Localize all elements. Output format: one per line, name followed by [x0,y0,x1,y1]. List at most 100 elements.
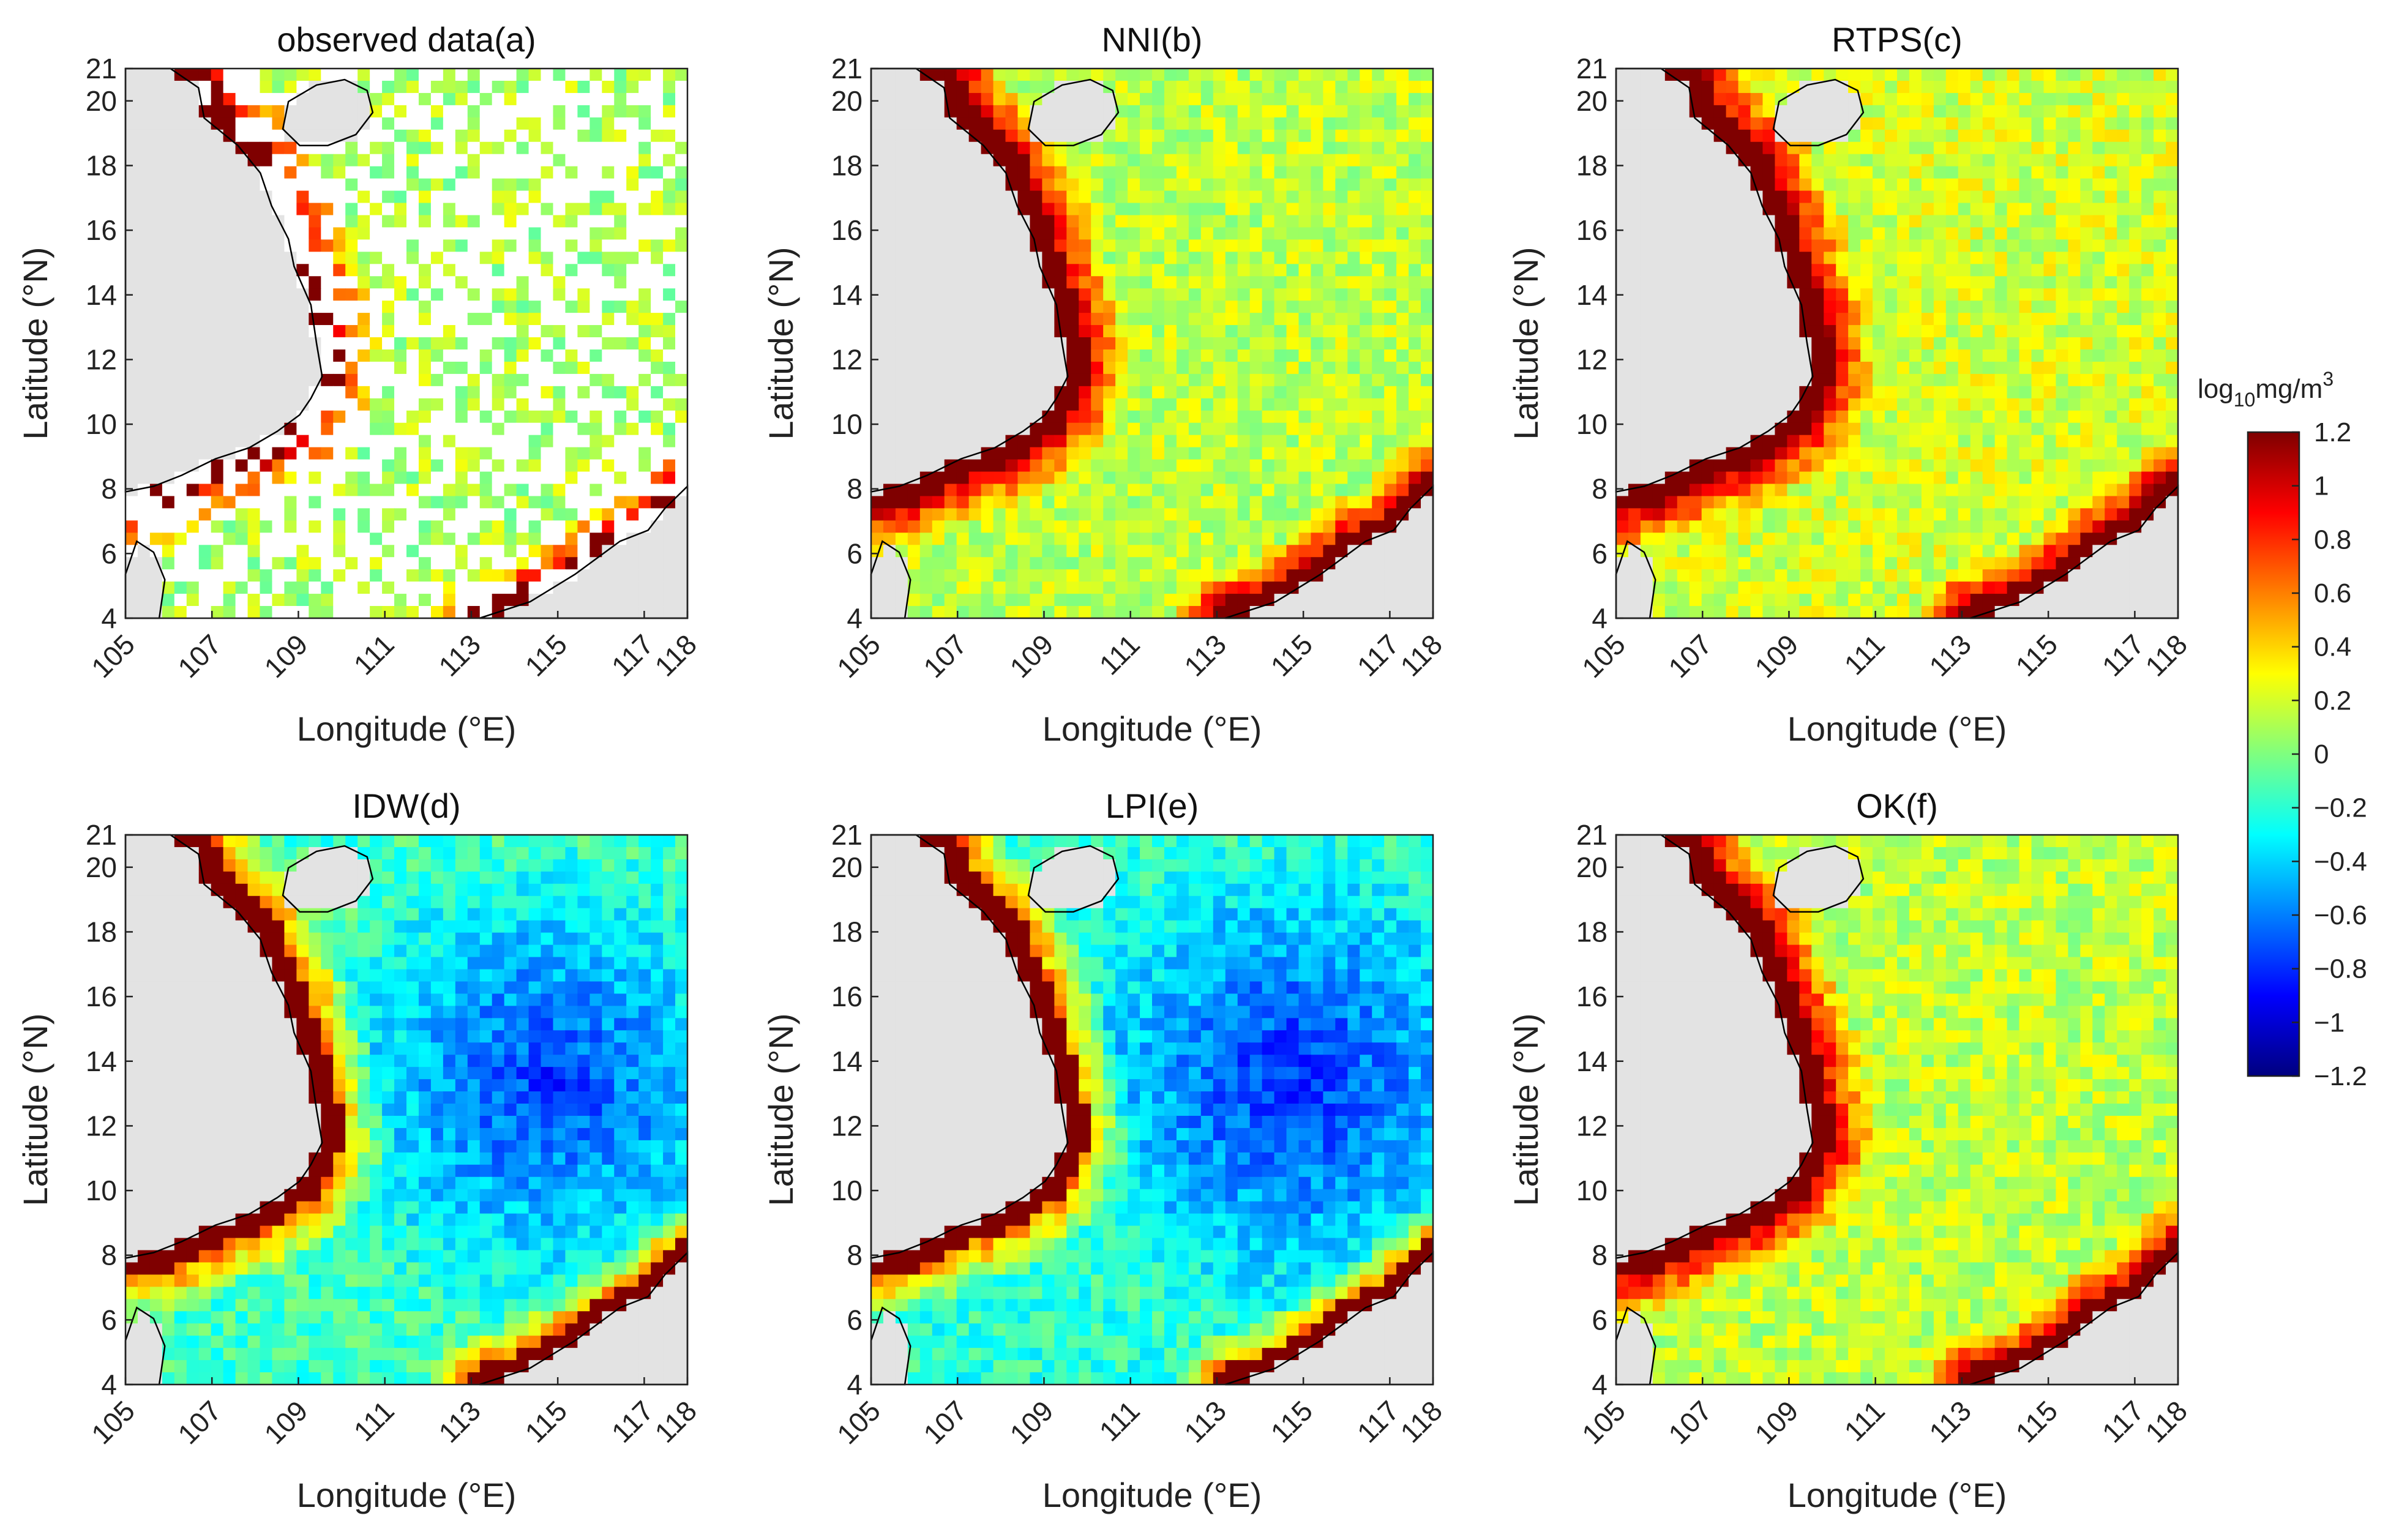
heat-cell [1140,398,1153,411]
land-cell [895,69,908,81]
heat-cell [1115,508,1128,521]
heat-cell [1347,69,1360,81]
missing-cell [272,435,285,448]
heat-cell [1128,288,1140,301]
land-cell [125,471,138,485]
heat-cell [1347,349,1360,362]
heat-cell [1091,141,1104,155]
heat-cell [1274,581,1287,594]
heat-cell [1079,447,1091,460]
heat-cell [2117,239,2130,252]
missing-cell [479,373,493,387]
missing-cell [553,166,566,179]
heat-cell [1262,215,1275,228]
heat-cell [1873,264,1885,277]
missing-cell [186,471,200,485]
land-cell [1664,178,1678,192]
heat-cell [1311,215,1323,228]
heat-cell [1054,606,1067,619]
land-cell [162,435,175,448]
land-cell [149,276,163,289]
land-cell [186,190,200,204]
heat-cell [1005,484,1019,497]
heat-cell [1409,252,1421,264]
missing-cell [394,252,407,264]
heat-cell [2007,166,2020,179]
heat-cell [1103,361,1116,375]
heat-cell [638,373,651,387]
heat-cell [357,264,370,277]
land-cell [956,422,970,436]
heat-cell [1128,276,1140,289]
heat-cell [1176,569,1189,582]
land-cell [1323,581,1336,594]
heat-cell [1335,398,1348,411]
missing-cell [589,178,602,192]
heat-cell [2056,227,2068,240]
heat-cell [1298,190,1312,204]
heat-cell [1286,190,1300,204]
heat-cell [211,484,224,497]
heat-cell [1237,215,1251,228]
heat-cell [1994,239,2008,252]
heat-cell [553,288,566,301]
heat-cell [1176,557,1189,570]
heat-cell [944,606,957,619]
heat-cell [1249,141,1263,155]
heat-cell [1249,569,1263,582]
heat-cell [1335,92,1348,106]
heat-cell [1140,508,1153,521]
heat-cell [577,361,590,375]
land-cell [1005,349,1019,362]
heat-cell [919,581,933,594]
heat-cell [1701,92,1715,106]
land-cell [296,337,309,350]
heat-cell [1945,239,1959,252]
land-cell [1824,117,1836,130]
missing-cell [467,92,481,106]
land-cell [149,80,163,94]
heat-cell [1396,373,1409,387]
heat-cell [1311,80,1323,94]
heat-cell [1713,105,1727,118]
heat-cell [956,594,970,607]
heat-cell [1176,545,1189,558]
missing-cell [626,203,639,216]
heat-cell [443,569,456,582]
heat-cell [467,105,481,118]
heat-cell [516,484,530,497]
heat-cell [2019,239,2032,252]
heat-cell [1958,80,1971,94]
land-cell [1017,361,1031,375]
heat-cell [1970,141,1983,155]
missing-cell [479,227,493,240]
heat-cell [1042,264,1055,277]
land-cell [186,301,200,313]
land-cell [125,141,138,155]
heat-cell [1372,508,1385,521]
missing-cell [394,533,407,545]
heat-cell [418,92,432,106]
heat-cell [2056,80,2068,94]
land-cell [309,337,321,350]
heat-cell [1286,410,1300,424]
heat-cell [1970,178,1983,192]
heat-cell [626,313,639,326]
heat-cell [1225,288,1238,301]
missing-cell [651,178,664,192]
heat-cell [1347,178,1360,192]
land-cell [919,129,933,143]
heat-cell [418,557,432,570]
missing-cell [370,288,383,301]
land-cell [149,129,163,143]
land-cell [235,227,249,240]
heat-cell [1200,361,1214,375]
heat-cell [968,606,982,619]
land-cell [1640,92,1653,106]
heat-cell [2080,117,2093,130]
heat-cell [614,496,627,509]
heat-cell [1945,190,1959,204]
land-cell [284,386,297,399]
heat-cell [1298,264,1312,277]
heat-cell [1249,288,1263,301]
